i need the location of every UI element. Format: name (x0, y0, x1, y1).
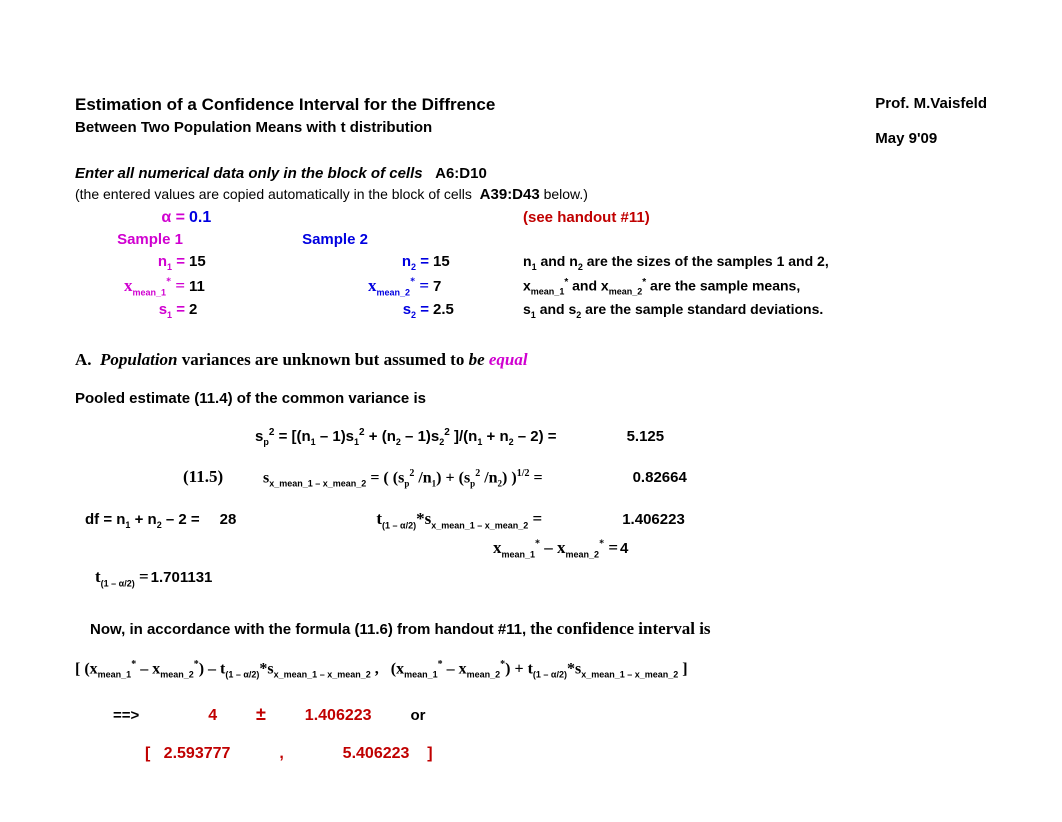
instruction-row: Enter all numerical data only in the blo… (75, 165, 987, 182)
margin-value: 1.406223 (305, 707, 372, 724)
df-ts-row: df = n1 + n2 – 2 = 28 t(1 – α/2)*sx_mean… (75, 509, 987, 530)
s1-label: s1 = (159, 301, 185, 318)
x2-value[interactable]: 7 (433, 278, 441, 295)
now-row: Now, in accordance with the formula (11.… (90, 619, 987, 639)
section-a-label: A. (75, 350, 92, 369)
n2-value[interactable]: 15 (433, 253, 450, 270)
sp2-formula: sp2 = [(n1 – 1)s12 + (n2 – 1)s22 ]/(n1 +… (255, 427, 557, 447)
alpha-label: α = (75, 209, 185, 227)
open-bracket: [ (145, 745, 150, 762)
cell-ref-2: A39:D43 (480, 186, 540, 203)
title-line-1: Estimation of a Confidence Interval for … (75, 95, 495, 115)
ts-result: 1.406223 (622, 511, 685, 528)
s-diff-formula-row: (11.5) sx_mean_1 – x_mean_2 = ( (sp2 /n1… (75, 467, 987, 488)
s2-label: s2 = (403, 301, 429, 318)
tcrit-row: t(1 – α/2) = 1.701131 (75, 567, 987, 588)
df-formula: df = n1 + n2 – 2 = (85, 511, 200, 530)
population-word: Population (100, 350, 177, 369)
cell-ref-1: A6:D10 (435, 165, 487, 182)
s1-value[interactable]: 2 (189, 301, 197, 318)
below-text: below.) (540, 186, 588, 202)
date: May 9'09 (875, 130, 987, 147)
handout-ref: (see handout #11) (493, 209, 987, 226)
s-row: s1 = 2 s2 = 2.5 s1 and s2 are the sample… (75, 301, 987, 320)
s-diff-result: 0.82664 (633, 469, 687, 486)
xmean-row: xmean_1* = 11 xmean_2* = 7 xmean_1* and … (75, 276, 987, 297)
s-explain: s1 and s2 are the sample standard deviat… (493, 301, 987, 320)
header-row: Estimation of a Confidence Interval for … (75, 95, 987, 147)
sub-instruction: (the entered values are copied automatic… (75, 186, 987, 203)
pooled-text: Pooled estimate (11.4) of the common var… (75, 390, 987, 407)
sp2-result: 5.125 (627, 428, 665, 445)
equal-word: equal (489, 350, 528, 369)
n-row: n1 = 15 n2 = 15 n1 and n2 are the sizes … (75, 253, 987, 272)
x-explain: xmean_1* and xmean_2* are the sample mea… (493, 277, 987, 296)
tcrit-result: 1.701131 (151, 569, 213, 586)
section-a: A. Population variances are unknown but … (75, 350, 987, 370)
s2-value[interactable]: 2.5 (433, 301, 454, 318)
center-value: 4 (208, 707, 217, 724)
copied-text: (the entered values are copied automatic… (75, 186, 472, 202)
x1-value[interactable]: 11 (189, 278, 205, 295)
title-line-2: Between Two Population Means with t dist… (75, 119, 495, 136)
interval-result: [ 2.593777 , 5.406223 ] (145, 745, 987, 763)
sample1-label: Sample 1 (117, 231, 183, 248)
now-text-1: Now, in accordance with the formula (11.… (90, 621, 535, 638)
arrow-row: ==> 4 ± 1.406223 or (113, 704, 987, 725)
title-block: Estimation of a Confidence Interval for … (75, 95, 495, 147)
alpha-row: α = 0.1 (see handout #11) (75, 209, 987, 227)
interval-formula: [ (xmean_1* – xmean_2*) – t(1 – α/2)*sx_… (75, 659, 987, 680)
n1-label: n1 = (158, 253, 185, 270)
upper-bound: 5.406223 (343, 745, 410, 762)
alpha-value[interactable]: 0.1 (185, 209, 249, 227)
sample2-label: Sample 2 (302, 231, 368, 248)
lower-bound: 2.593777 (164, 745, 231, 762)
arrow: ==> (113, 707, 139, 724)
ts-formula: t(1 – α/2)*sx_mean_1 – x_mean_2 = (376, 509, 542, 530)
professor-block: Prof. M.Vaisfeld May 9'09 (875, 95, 987, 147)
now-text-2: he confidence interval is (535, 619, 710, 638)
interval-comma: , (279, 745, 283, 762)
xdiff-row: xmean_1* – xmean_2* = 4 (75, 538, 987, 559)
formula-11-5: (11.5) (183, 467, 263, 487)
tcrit-formula: t(1 – α/2) = (95, 567, 149, 588)
or-word: or (410, 707, 425, 724)
x2-label: xmean_2* = (368, 276, 429, 295)
sample-header-row: Sample 1 Sample 2 (75, 231, 987, 249)
professor-name: Prof. M.Vaisfeld (875, 95, 987, 112)
plus-minus: ± (256, 704, 266, 724)
s-diff-formula: sx_mean_1 – x_mean_2 = ( (sp2 /n1) + (sp… (263, 468, 543, 489)
n1-value[interactable]: 15 (189, 253, 206, 270)
n2-label: n2 = (402, 253, 429, 270)
be-word: be (469, 350, 485, 369)
enter-instruction: Enter all numerical data only in the blo… (75, 165, 423, 182)
section-a-mid: variances are unknown but assumed to (178, 350, 469, 369)
xdiff-formula: xmean_1* – xmean_2* = (493, 538, 618, 559)
df-result: 28 (220, 511, 237, 528)
xdiff-result: 4 (620, 540, 628, 557)
close-bracket: ] (427, 745, 432, 762)
document-page: Estimation of a Confidence Interval for … (0, 0, 1062, 763)
x1-label: xmean_1* = (124, 276, 185, 295)
sp2-formula-row: sp2 = [(n1 – 1)s12 + (n2 – 1)s22 ]/(n1 +… (75, 427, 987, 447)
n-explain: n1 and n2 are the sizes of the samples 1… (493, 253, 987, 272)
